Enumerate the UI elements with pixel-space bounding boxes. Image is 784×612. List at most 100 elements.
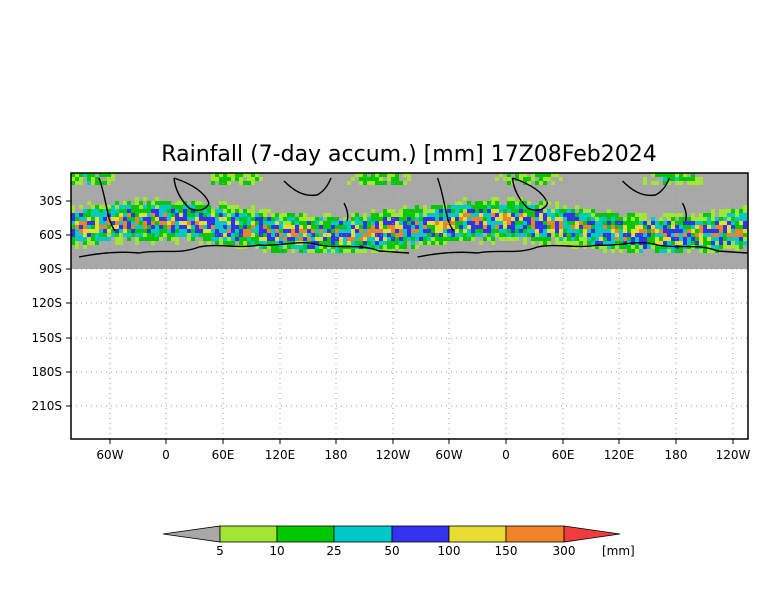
rain-cell bbox=[423, 205, 427, 209]
rain-cell bbox=[127, 213, 131, 217]
rain-cell bbox=[547, 177, 551, 181]
rain-cell bbox=[87, 221, 91, 225]
rain-cell bbox=[275, 229, 279, 233]
rain-cell bbox=[71, 205, 75, 209]
rain-cell bbox=[531, 229, 535, 233]
rain-cell bbox=[115, 205, 119, 209]
rain-cell bbox=[135, 237, 139, 241]
rain-cell bbox=[351, 229, 355, 233]
rain-cell bbox=[455, 229, 459, 233]
rain-cell bbox=[295, 225, 299, 229]
rain-cell bbox=[735, 241, 739, 245]
rain-cell bbox=[415, 225, 419, 229]
rain-cell bbox=[139, 209, 143, 213]
lat-tick-label: 120S bbox=[31, 296, 62, 310]
rain-cell bbox=[215, 229, 219, 233]
rain-cell bbox=[599, 225, 603, 229]
rain-cell bbox=[387, 213, 391, 217]
rain-cell bbox=[531, 205, 535, 209]
rain-cell bbox=[667, 181, 671, 185]
rain-cell bbox=[119, 205, 123, 209]
coastline-path bbox=[173, 177, 210, 211]
rain-cell bbox=[323, 249, 327, 253]
rain-cell bbox=[479, 213, 483, 217]
rain-cell bbox=[727, 209, 731, 213]
rain-cell bbox=[111, 213, 115, 217]
rain-cell bbox=[123, 217, 127, 221]
rain-cell bbox=[495, 197, 499, 201]
rain-cell bbox=[691, 233, 695, 237]
rain-cell bbox=[683, 233, 687, 237]
rain-cell bbox=[675, 237, 679, 241]
rain-cell bbox=[91, 213, 95, 217]
rain-cell bbox=[503, 209, 507, 213]
rain-cell bbox=[423, 233, 427, 237]
rain-cell bbox=[699, 229, 703, 233]
rain-cell bbox=[219, 241, 223, 245]
rain-cell bbox=[247, 233, 251, 237]
rain-cell bbox=[335, 217, 339, 221]
rain-cell bbox=[583, 221, 587, 225]
rain-cell bbox=[243, 225, 247, 229]
rain-cell bbox=[435, 229, 439, 233]
rain-cell bbox=[251, 213, 255, 217]
rain-cell bbox=[463, 229, 467, 233]
rain-cell bbox=[87, 233, 91, 237]
rain-cell bbox=[151, 201, 155, 205]
rain-cell bbox=[319, 221, 323, 225]
rain-cell bbox=[83, 241, 87, 245]
rain-cell bbox=[431, 233, 435, 237]
rain-cell bbox=[623, 225, 627, 229]
rain-cell bbox=[623, 221, 627, 225]
rain-cell bbox=[323, 213, 327, 217]
rain-cell bbox=[471, 213, 475, 217]
rain-cell bbox=[671, 173, 675, 177]
rain-cell bbox=[131, 205, 135, 209]
rain-cell bbox=[695, 225, 699, 229]
figure-title: Rainfall (7-day accum.) [mm] 17Z08Feb202… bbox=[161, 142, 656, 167]
rain-cell bbox=[79, 237, 83, 241]
rain-cell bbox=[519, 229, 523, 233]
rain-cell bbox=[207, 209, 211, 213]
rain-cell bbox=[591, 209, 595, 213]
rain-cell bbox=[435, 209, 439, 213]
rain-cell bbox=[143, 205, 147, 209]
rain-cell bbox=[555, 225, 559, 229]
rain-cell bbox=[415, 209, 419, 213]
rain-cell bbox=[659, 241, 663, 245]
rain-cell bbox=[359, 229, 363, 233]
rain-cell bbox=[427, 241, 431, 245]
rain-cell bbox=[667, 241, 671, 245]
rain-cell bbox=[431, 237, 435, 241]
rain-cell bbox=[503, 229, 507, 233]
rain-cell bbox=[243, 217, 247, 221]
rain-cell bbox=[379, 241, 383, 245]
rain-cell bbox=[527, 177, 531, 181]
rain-cell bbox=[71, 237, 75, 241]
rain-cell bbox=[275, 249, 279, 253]
rain-cell bbox=[675, 173, 679, 177]
rain-cell bbox=[383, 233, 387, 237]
rain-cell bbox=[223, 205, 227, 209]
rain-cell bbox=[71, 225, 75, 229]
rain-cell bbox=[699, 225, 703, 229]
rain-cell bbox=[703, 241, 707, 245]
rain-cell bbox=[663, 221, 667, 225]
rain-cell bbox=[379, 181, 383, 185]
rain-cell bbox=[679, 241, 683, 245]
rain-cell bbox=[335, 225, 339, 229]
rain-cell bbox=[611, 213, 615, 217]
rain-cell bbox=[371, 245, 375, 249]
rain-cell bbox=[347, 233, 351, 237]
rain-cell bbox=[635, 225, 639, 229]
rain-cell bbox=[223, 173, 227, 177]
rain-cell bbox=[139, 237, 143, 241]
rain-cell bbox=[531, 237, 535, 241]
rain-cell bbox=[743, 221, 747, 225]
rain-cell bbox=[719, 225, 723, 229]
rain-cell bbox=[323, 237, 327, 241]
rain-cell bbox=[515, 213, 519, 217]
colorbar-label: 150 bbox=[495, 544, 518, 558]
rain-cell bbox=[135, 241, 139, 245]
rain-cell bbox=[103, 213, 107, 217]
